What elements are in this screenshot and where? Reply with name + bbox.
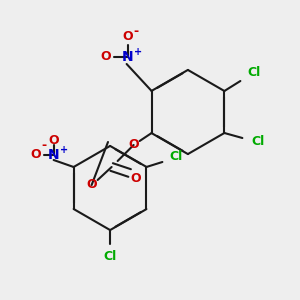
Text: +: + [134, 47, 142, 57]
Text: O: O [100, 50, 111, 64]
Text: +: + [60, 145, 68, 155]
Text: Cl: Cl [103, 250, 117, 262]
Text: N: N [122, 50, 134, 64]
Text: N: N [48, 148, 59, 162]
Text: -: - [41, 139, 46, 152]
Text: Cl: Cl [170, 151, 183, 164]
Text: Cl: Cl [248, 67, 261, 80]
Text: O: O [48, 134, 59, 148]
Text: O: O [130, 172, 141, 185]
Text: O: O [30, 148, 41, 161]
Text: -: - [133, 25, 138, 38]
Text: O: O [86, 178, 97, 191]
Text: O: O [122, 31, 133, 44]
Text: Cl: Cl [252, 134, 265, 148]
Text: O: O [128, 139, 139, 152]
